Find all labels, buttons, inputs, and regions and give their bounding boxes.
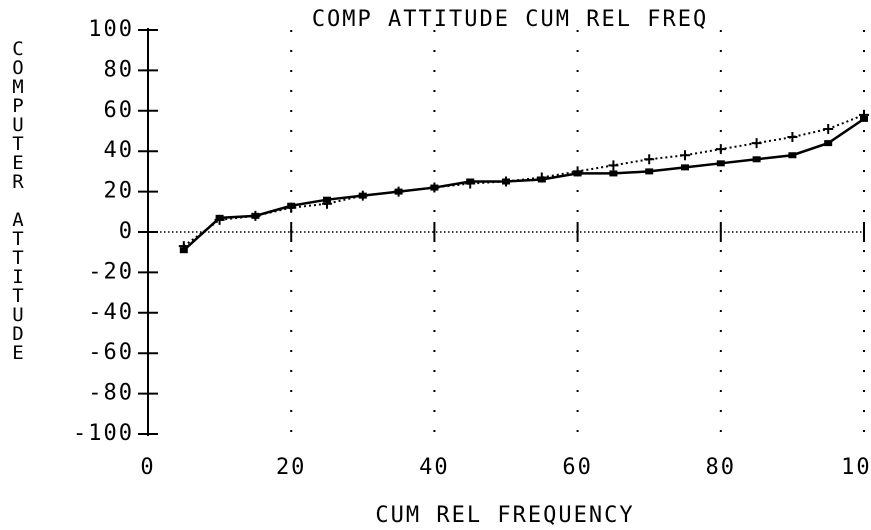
point (322, 198, 332, 209)
x-tick-label: 80 (706, 455, 737, 480)
chart-title: COMP ATTITUDE CUM REL FREQ (312, 7, 708, 32)
point (501, 176, 511, 187)
point (788, 152, 797, 159)
point (536, 172, 547, 183)
y-tick-label: 80 (104, 57, 135, 82)
point (572, 166, 583, 177)
y-tick-label: -100 (73, 421, 134, 446)
y-axis-label: COMPUTER ATTITUDE (7, 38, 29, 361)
x-tick-label: 0 (140, 455, 155, 480)
y-tick-label: 60 (104, 98, 135, 123)
point (859, 109, 869, 120)
x-axis-label: CUM REL FREQUENCY (375, 503, 634, 528)
point (681, 164, 689, 171)
point (357, 190, 368, 201)
point (715, 144, 726, 155)
x-tick-label: 100 (841, 455, 871, 480)
point (608, 160, 619, 171)
point (644, 154, 655, 165)
point (716, 160, 725, 167)
x-tick-label: 60 (562, 455, 593, 480)
x-tick-label: 20 (276, 455, 307, 480)
y-tick-label: -20 (88, 259, 134, 284)
series-line (183, 113, 865, 247)
y-tick-label: -60 (88, 340, 134, 365)
point (752, 156, 761, 163)
point (680, 150, 690, 161)
point (787, 132, 798, 143)
point (645, 168, 654, 175)
y-tick-label: 0 (119, 219, 134, 244)
point (751, 138, 762, 149)
y-tick-label: -80 (88, 381, 134, 406)
point (465, 178, 476, 189)
point (824, 140, 833, 147)
point (823, 123, 834, 134)
series-line (182, 117, 865, 252)
y-tick-label: 100 (88, 17, 134, 42)
point (393, 186, 404, 197)
y-tick-label: -40 (88, 300, 134, 325)
point (286, 202, 297, 213)
x-tick-label: 40 (419, 455, 450, 480)
point (214, 214, 225, 225)
y-tick-label: 20 (104, 179, 135, 204)
point (178, 241, 189, 252)
point (429, 182, 440, 193)
point (250, 210, 261, 221)
y-tick-label: 40 (104, 138, 135, 163)
point (609, 170, 618, 177)
